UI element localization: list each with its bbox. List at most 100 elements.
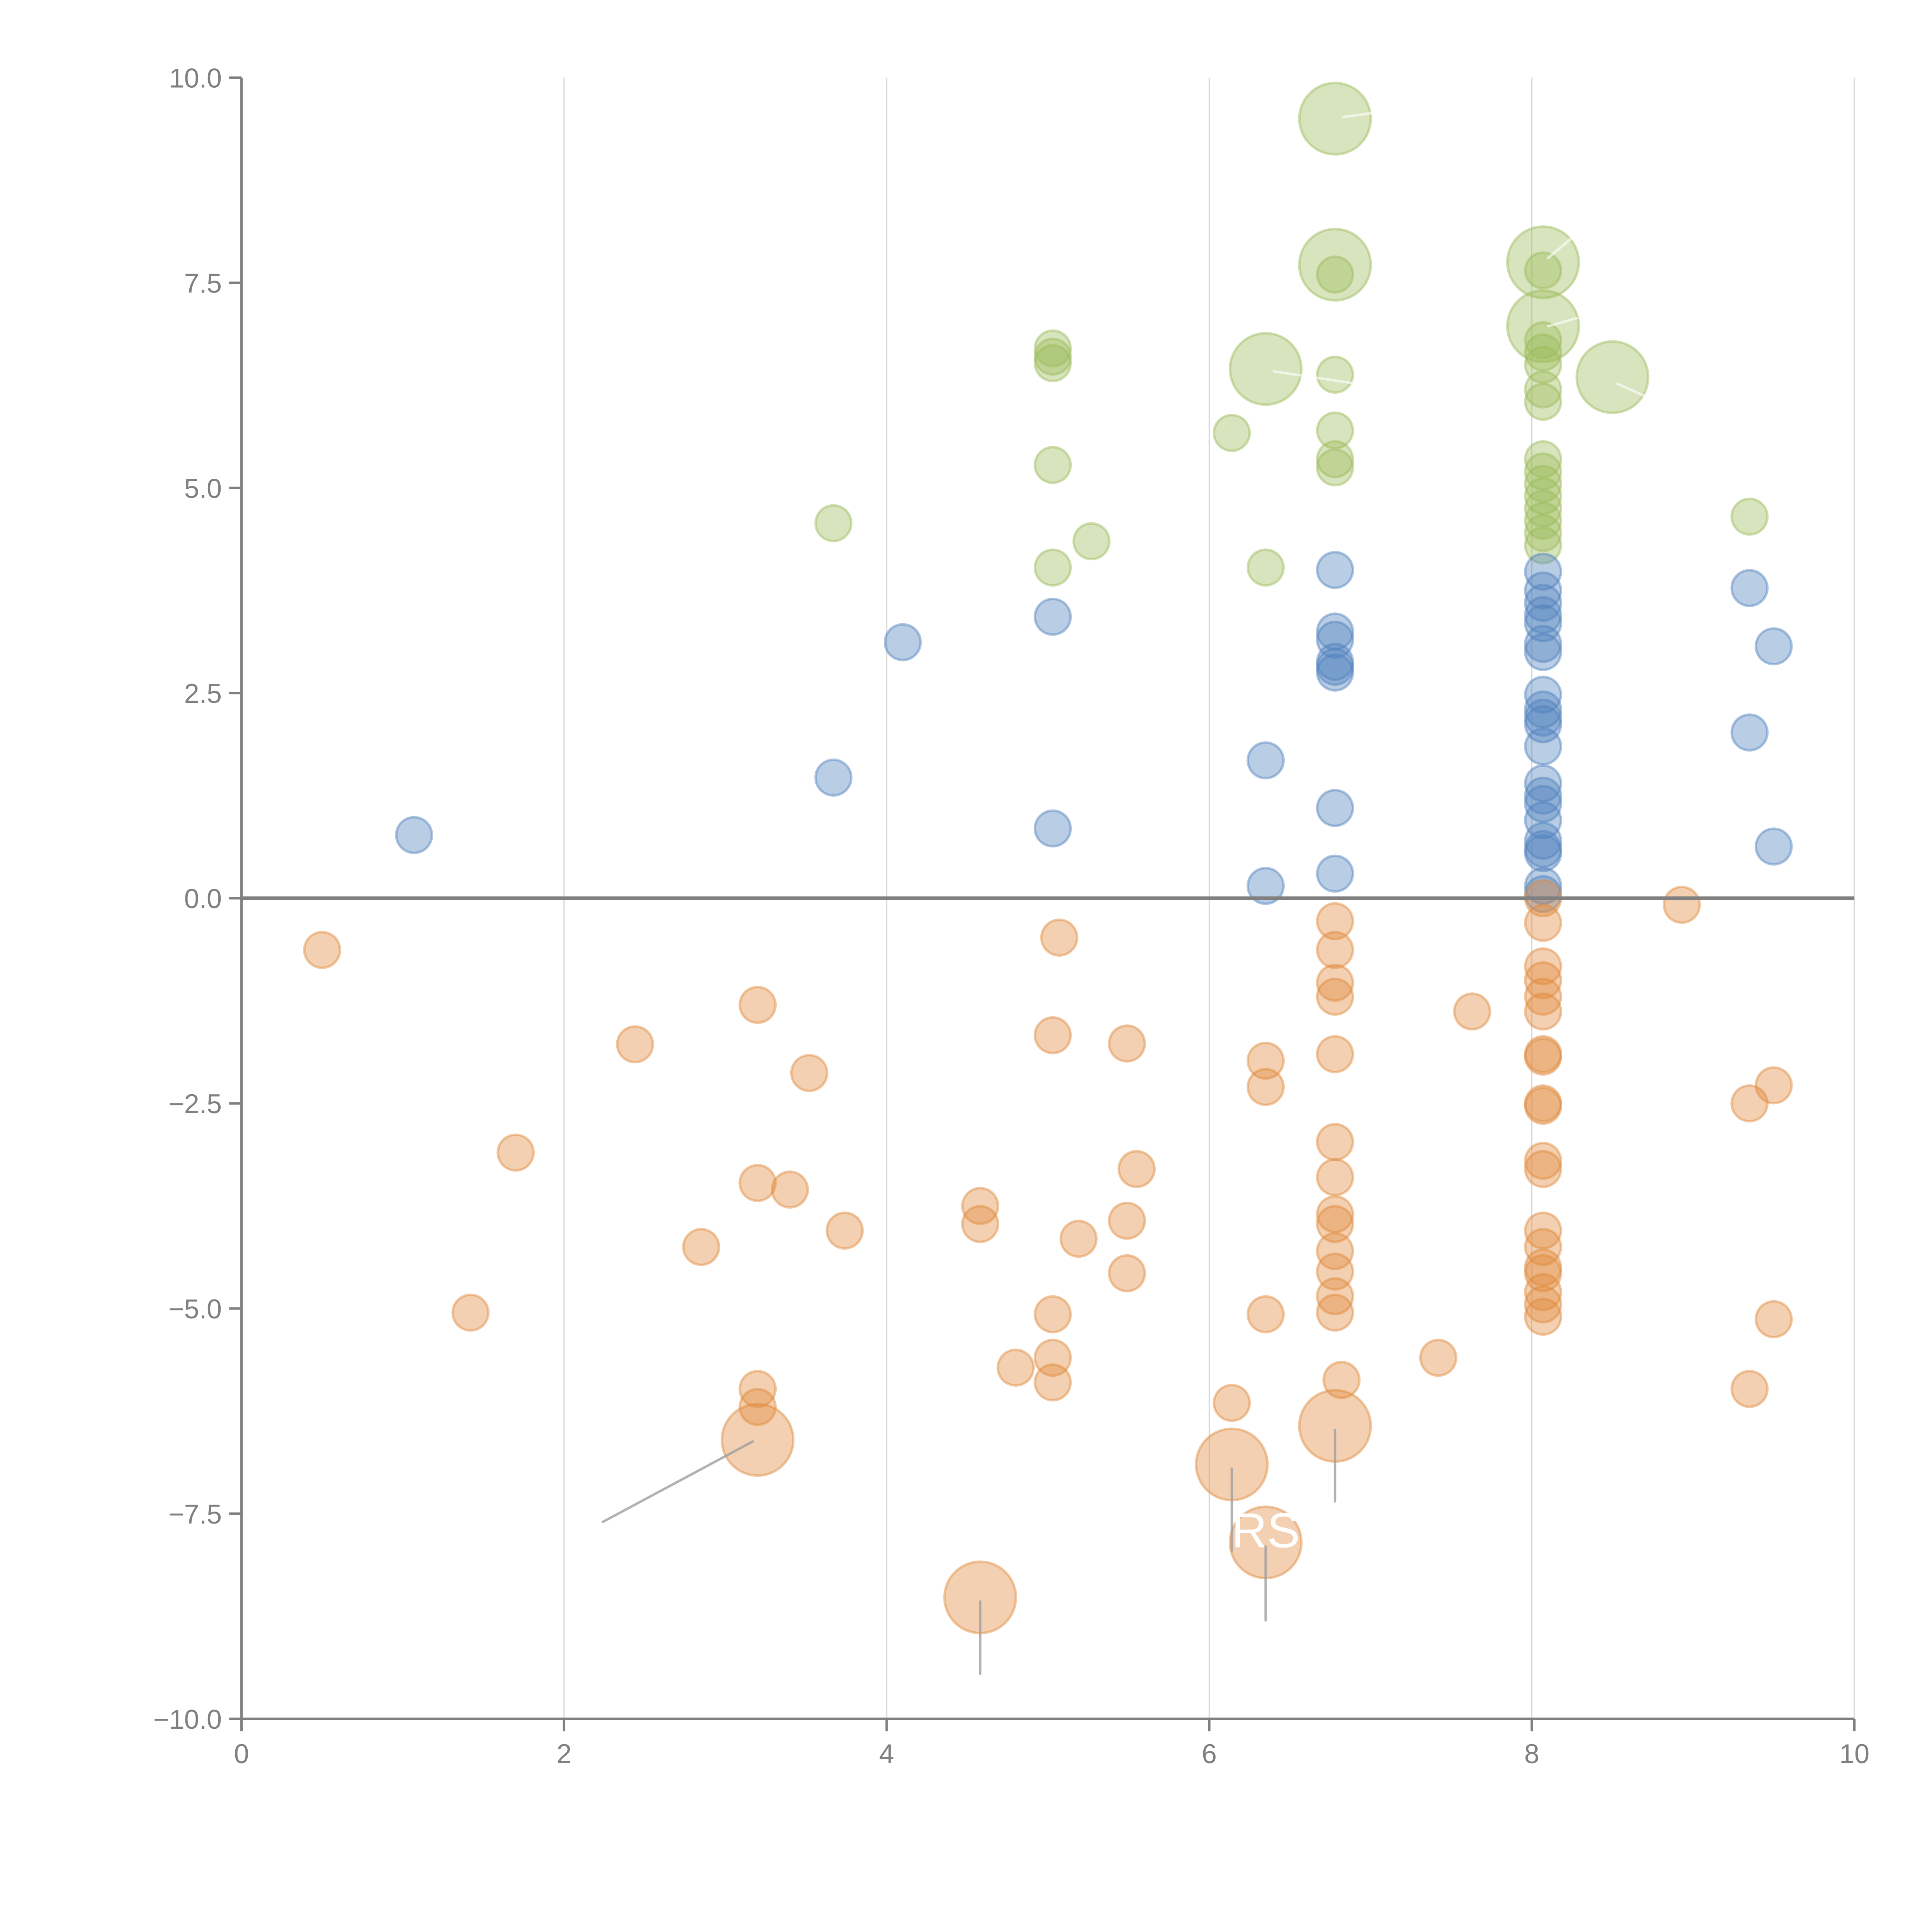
data-point	[1506, 289, 1580, 364]
data-point	[961, 1205, 1000, 1243]
data-point	[1316, 551, 1354, 589]
data-point	[1524, 1141, 1562, 1180]
data-point	[1247, 1041, 1285, 1080]
data-point	[1316, 440, 1354, 478]
data-point	[1453, 992, 1492, 1031]
data-point	[738, 1388, 777, 1426]
annotations: RS	[1231, 1503, 1300, 1558]
data-point	[1730, 497, 1769, 536]
data-point	[1754, 627, 1793, 666]
series-blue	[395, 551, 1793, 913]
data-point	[1322, 1361, 1361, 1399]
data-point	[1316, 411, 1354, 450]
data-point	[1524, 477, 1562, 515]
data-point	[303, 930, 342, 969]
data-point	[814, 759, 853, 797]
leader-line	[1342, 112, 1375, 119]
data-point	[1524, 1285, 1562, 1324]
y-tick-label: −2.5	[168, 1088, 222, 1119]
data-point	[1034, 1295, 1072, 1333]
data-point	[1316, 1277, 1354, 1316]
data-point	[883, 623, 922, 662]
data-point	[1524, 675, 1562, 714]
data-point	[1316, 930, 1354, 969]
y-tick-label: 5.0	[184, 473, 222, 503]
data-point	[1524, 502, 1562, 540]
data-point	[1524, 1228, 1562, 1266]
data-point	[1524, 961, 1562, 1000]
leader-line	[1546, 316, 1578, 328]
data-point	[1034, 597, 1072, 636]
data-point	[1316, 448, 1354, 487]
data-point	[1754, 827, 1793, 866]
data-point	[1524, 875, 1562, 913]
data-point	[1316, 1205, 1354, 1243]
data-point	[1034, 1016, 1072, 1054]
data-point	[1524, 764, 1562, 803]
data-point	[682, 1228, 721, 1266]
y-tick-label: 10.0	[169, 63, 222, 93]
y-tick-label: −5.0	[168, 1294, 222, 1324]
data-point	[1117, 1150, 1156, 1188]
y-tick-label: −10.0	[153, 1704, 221, 1735]
data-point	[1730, 1084, 1769, 1122]
data-point	[1524, 992, 1562, 1031]
data-point	[1754, 1300, 1793, 1338]
series-green	[814, 82, 1769, 587]
data-point	[1524, 526, 1562, 565]
data-point	[1316, 612, 1354, 651]
y-axis-ticks: 10.0 7.5 5.0 2.5 0.0 −2.5 −5.0 −7.5 −10.0	[153, 63, 242, 1735]
x-tick-label: 10	[1839, 1738, 1869, 1769]
data-point	[790, 1054, 828, 1092]
data-point	[1316, 902, 1354, 940]
data-point	[1524, 489, 1562, 528]
data-point	[1524, 514, 1562, 552]
data-point	[721, 1403, 795, 1477]
data-point	[1524, 903, 1562, 942]
leader-line	[1616, 382, 1646, 398]
data-point	[1524, 383, 1562, 421]
x-tick-label: 4	[879, 1738, 894, 1769]
x-tick-label: 0	[234, 1738, 249, 1769]
series-orange	[303, 879, 1793, 1634]
data-point	[1663, 886, 1701, 924]
y-tick-label: 7.5	[184, 268, 222, 298]
data-point	[997, 1348, 1035, 1387]
data-point	[1524, 633, 1562, 671]
data-point	[1316, 653, 1354, 692]
data-point	[1316, 1293, 1354, 1332]
data-point	[1040, 918, 1078, 957]
data-point	[1059, 1219, 1098, 1258]
data-point	[1213, 414, 1251, 452]
data-point	[1575, 340, 1650, 414]
data-point	[497, 1133, 535, 1172]
data-point	[1524, 1273, 1562, 1311]
y-tick-label: 2.5	[184, 678, 222, 709]
data-point	[1034, 809, 1072, 848]
data-point	[1034, 446, 1072, 484]
data-point	[1108, 1024, 1146, 1063]
data-point	[1298, 228, 1372, 302]
data-point	[1524, 596, 1562, 634]
x-tick-label: 6	[1202, 1738, 1217, 1769]
leader-lines	[601, 112, 1646, 1675]
data-point	[1524, 801, 1562, 840]
data-point	[1754, 1066, 1793, 1105]
data-point	[1108, 1254, 1146, 1293]
data-point	[1034, 548, 1072, 587]
data-point	[1316, 789, 1354, 827]
data-point	[1316, 978, 1354, 1016]
data-point	[1524, 251, 1562, 290]
data-point	[1316, 1252, 1354, 1291]
data-point	[1524, 1254, 1562, 1293]
data-point	[1524, 947, 1562, 986]
data-point	[1228, 332, 1303, 406]
data-point	[1524, 321, 1562, 359]
data-point	[1316, 1035, 1354, 1073]
data-point	[1247, 548, 1285, 587]
y-tick-label: 0.0	[184, 883, 222, 914]
data-point	[1213, 1384, 1251, 1422]
data-point	[1034, 337, 1072, 376]
data-point	[1730, 1370, 1769, 1408]
leader-line	[1272, 370, 1352, 384]
